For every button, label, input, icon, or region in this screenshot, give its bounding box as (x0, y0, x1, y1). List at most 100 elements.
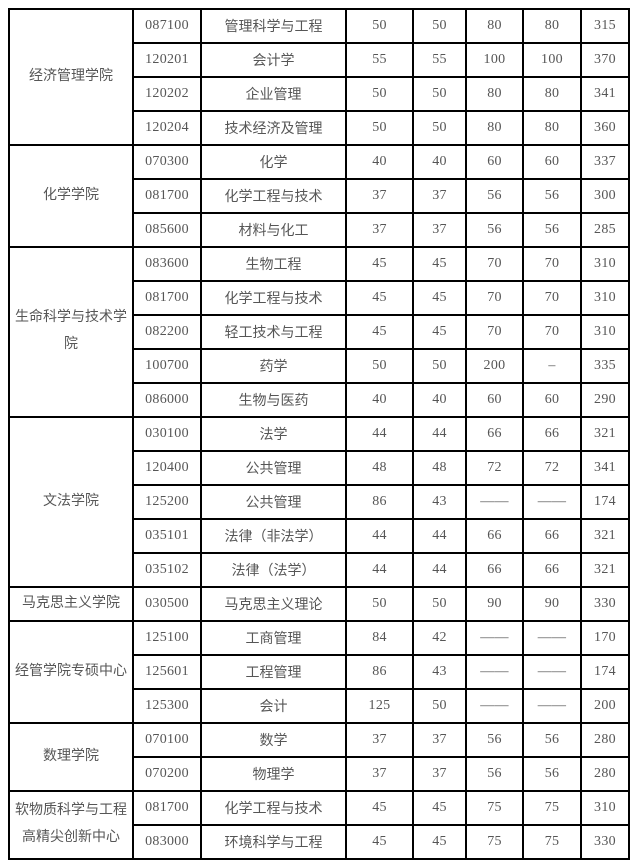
score-cell: 75 (465, 824, 524, 860)
code-cell: 100700 (132, 348, 202, 384)
table-row: 文法学院 030100 法学 44 44 66 66 321 (8, 416, 630, 588)
score-cell: 80 (465, 8, 524, 44)
score-cell: 56 (465, 722, 524, 758)
score-cell: 310 (580, 790, 630, 826)
table-row: 125601 工程管理 86 43 —— —— 174 (9, 654, 630, 690)
table-row: 经济管理学院 087100 管理科学与工程 50 50 80 80 315 (8, 8, 630, 146)
major-cell: 法学 (200, 416, 347, 452)
score-cell: 60 (465, 144, 524, 180)
score-cell: 200 (580, 688, 630, 724)
score-cell: 44 (345, 416, 414, 452)
score-cell: 370 (580, 42, 630, 78)
score-cell: 55 (345, 42, 414, 78)
college-cell: 化学学院 (8, 144, 134, 248)
score-cell: 50 (412, 348, 467, 384)
code-cell: 070300 (132, 144, 202, 180)
score-cell: 310 (580, 246, 630, 282)
score-cell: 310 (580, 314, 630, 350)
major-cell: 化学 (200, 144, 347, 180)
major-cell: 生物工程 (200, 246, 347, 282)
major-cell: 化学工程与技术 (200, 790, 347, 826)
college-cell: 文法学院 (8, 416, 134, 588)
score-cell: 100 (522, 42, 582, 78)
score-cell: 45 (412, 790, 467, 826)
code-cell: 125300 (132, 688, 202, 724)
score-cell: – (522, 348, 582, 384)
score-cell: 75 (522, 790, 582, 826)
major-cell: 会计学 (200, 42, 347, 78)
score-cell: 174 (580, 484, 630, 520)
score-cell: 37 (412, 212, 467, 248)
table-row: 125300 会计 125 50 —— —— 200 (9, 688, 630, 724)
score-cell: —— (522, 688, 582, 724)
table-row: 马克思主义学院 030500 马克思主义理论 50 50 90 90 330 (8, 586, 630, 622)
score-cell: 60 (522, 382, 582, 418)
score-cell: 45 (345, 314, 414, 350)
score-cell: 315 (580, 8, 630, 44)
score-cell: 125 (345, 688, 414, 724)
admission-score-table: 经济管理学院 087100 管理科学与工程 50 50 80 80 315 120201 会计学 5… (8, 8, 630, 860)
major-cell: 公共管理 (200, 450, 347, 486)
score-cell: 50 (412, 688, 467, 724)
major-cell: 化学工程与技术 (200, 280, 347, 316)
score-cell: 86 (345, 484, 414, 520)
score-cell: 55 (412, 42, 467, 78)
college-cell: 马克思主义学院 (8, 586, 134, 622)
score-cell: 50 (412, 110, 467, 146)
code-cell: 035101 (132, 518, 202, 554)
table-row: 082200 轻工技术与工程 45 45 70 70 310 (9, 314, 630, 350)
code-cell: 081700 (132, 280, 202, 316)
code-cell: 087100 (132, 8, 202, 44)
score-cell: 45 (412, 246, 467, 282)
score-cell: 330 (580, 586, 630, 622)
code-cell: 120201 (132, 42, 202, 78)
college-cell: 经管学院专硕中心 (8, 620, 134, 724)
major-cell: 生物与医药 (200, 382, 347, 418)
score-cell: 290 (580, 382, 630, 418)
score-cell: 280 (580, 722, 630, 758)
table-row: 035102 法律（法学） 44 44 66 66 321 (9, 552, 630, 588)
code-cell: 125100 (132, 620, 202, 656)
score-cell: 56 (465, 756, 524, 792)
score-cell: 330 (580, 824, 630, 860)
code-cell: 081700 (132, 790, 202, 826)
score-cell: —— (465, 484, 524, 520)
score-cell: 80 (522, 8, 582, 44)
score-cell: 66 (465, 518, 524, 554)
score-cell: 310 (580, 280, 630, 316)
code-cell: 085600 (132, 212, 202, 248)
score-cell: 50 (412, 8, 467, 44)
score-cell: 341 (580, 76, 630, 112)
major-cell: 工商管理 (200, 620, 347, 656)
code-cell: 120202 (132, 76, 202, 112)
college-cell: 经济管理学院 (8, 8, 134, 146)
score-cell: —— (465, 620, 524, 656)
major-cell: 化学工程与技术 (200, 178, 347, 214)
major-cell: 企业管理 (200, 76, 347, 112)
score-cell: 200 (465, 348, 524, 384)
score-cell: 90 (522, 586, 582, 622)
code-cell: 125200 (132, 484, 202, 520)
code-cell: 070100 (132, 722, 202, 758)
score-cell: 50 (412, 76, 467, 112)
score-cell: 80 (522, 76, 582, 112)
college-cell: 软物质科学与工程高精尖创新中心 (8, 790, 134, 860)
table-row: 081700 化学工程与技术 37 37 56 56 300 (9, 178, 630, 214)
table-row: 125200 公共管理 86 43 —— —— 174 (9, 484, 630, 520)
table-row: 081700 化学工程与技术 45 45 70 70 310 (9, 280, 630, 316)
score-cell: —— (522, 654, 582, 690)
score-cell: 37 (345, 756, 414, 792)
table-row: 120202 企业管理 50 50 80 80 341 (9, 76, 630, 112)
score-cell: 70 (465, 246, 524, 282)
score-cell: 37 (412, 178, 467, 214)
major-cell: 技术经济及管理 (200, 110, 347, 146)
code-cell: 120400 (132, 450, 202, 486)
table-row: 软物质科学与工程高精尖创新中心 081700 化学工程与技术 45 45 75 75 310 (8, 790, 630, 860)
table-row: 120400 公共管理 48 48 72 72 341 (9, 450, 630, 486)
score-cell: 100 (465, 42, 524, 78)
code-cell: 030500 (132, 586, 202, 622)
code-cell: 035102 (132, 552, 202, 588)
score-cell: 56 (465, 178, 524, 214)
score-cell: 66 (522, 552, 582, 588)
score-cell: 321 (580, 518, 630, 554)
